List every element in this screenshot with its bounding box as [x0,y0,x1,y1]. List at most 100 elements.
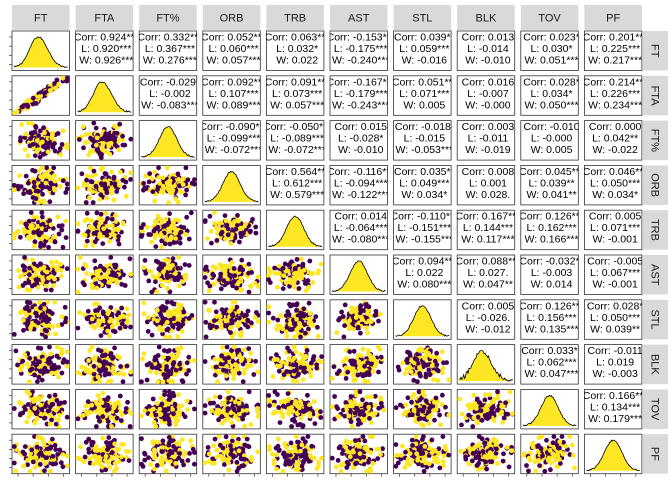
scatter-points [75,120,134,161]
point-L [173,277,178,282]
point-L [202,359,208,364]
point-L [39,377,45,383]
point-W [240,408,245,414]
point-L [348,394,354,399]
point-L [416,408,422,413]
corr-text: W: 0.166*** [525,234,579,246]
point-L [153,244,159,250]
point-W [483,392,488,398]
panel-blk-fta [75,344,134,385]
point-W [24,287,30,293]
point-L [240,267,246,273]
point-L [127,424,133,429]
point-W [163,216,169,222]
point-W [89,174,95,179]
point-W [176,283,182,289]
point-L [60,360,66,365]
point-L [55,131,61,136]
point-L [47,218,53,224]
column-label-trb: TRB [284,13,306,25]
panel-tov-fta [75,388,134,430]
point-W [182,368,188,373]
point-W [244,408,250,413]
point-L [165,406,171,412]
density-line [204,170,259,203]
point-W [372,402,377,408]
corr-text: L: -0.089*** [270,133,324,145]
point-L [33,318,39,324]
point-W [100,390,106,396]
point-W [49,370,55,376]
point-W [148,462,154,467]
point-L [207,324,213,330]
point-L [40,152,46,157]
corr-text: L: -0.175*** [334,43,388,55]
point-L [25,104,31,109]
point-W [408,369,414,375]
point-L [207,283,213,289]
density-area-W [459,350,513,382]
point-L [165,349,170,354]
row-label-fta: FTA [649,86,661,107]
point-L [25,402,31,407]
corr-text: Corr: -0.167*** [327,76,395,88]
point-L [118,418,124,423]
point-L [126,458,132,463]
point-W [467,406,473,412]
point-W [50,324,56,329]
point-L [26,180,31,186]
panel-frame [584,120,643,161]
point-L [281,372,287,377]
point-W [49,135,55,141]
point-L [337,316,343,321]
point-W [18,367,23,373]
point-L [105,447,110,452]
point-L [150,189,156,195]
point-L [160,438,166,444]
point-L [35,345,41,351]
point-L [280,265,286,271]
point-W [270,451,275,457]
point-L [146,179,152,185]
point-L [28,210,34,216]
point-L [213,372,218,378]
point-L [225,226,231,232]
point-W [210,264,216,270]
point-W [101,226,107,232]
point-W [311,455,317,461]
point-W [167,334,173,340]
point-W [280,468,286,474]
point-L [52,392,58,398]
point-W [180,437,185,442]
point-L [294,257,300,262]
point-W [255,449,261,455]
point-L [36,133,41,138]
point-W [96,312,101,318]
point-W [107,239,112,244]
corr-text: W: -0.072*** [268,144,326,156]
point-L [160,331,166,337]
corr-text: L: 0.367*** [145,43,195,55]
point-L [56,231,62,237]
point-L [119,281,125,287]
corr-text: L: 0.050*** [590,177,640,189]
point-L [202,219,208,224]
point-W [218,453,224,459]
point-W [214,454,220,460]
point-W [75,370,81,375]
point-W [300,356,306,362]
point-L [124,363,130,369]
point-W [64,349,70,355]
panel-ft-pf: Corr: 0.201***L: 0.225***W: 0.217*** [584,30,643,71]
point-L [192,406,197,412]
point-L [475,414,481,420]
point-W [84,271,89,276]
corr-text: L: 0.060*** [208,43,258,55]
point-L [443,404,448,410]
point-W [52,299,58,305]
point-W [236,309,242,315]
point-W [229,334,235,340]
row-strip-pf [643,434,668,474]
point-W [160,220,165,225]
panel-fta-stl: Corr: 0.051***L: 0.071***W: 0.005 [393,75,452,116]
